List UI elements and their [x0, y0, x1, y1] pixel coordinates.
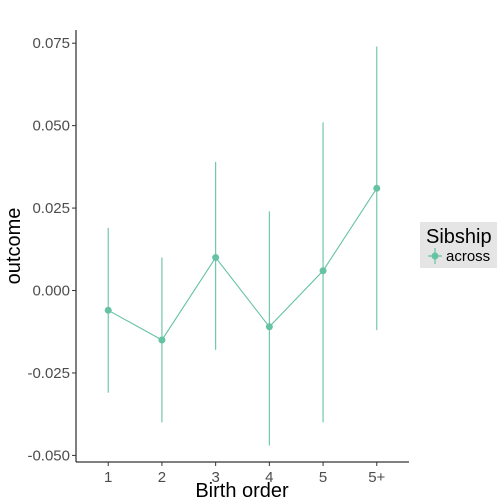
legend-background: [420, 222, 497, 268]
data-point: [265, 323, 273, 331]
x-tick-label: 3: [211, 469, 219, 486]
data-point: [158, 336, 166, 344]
y-tick-label: 0.075: [32, 35, 70, 52]
data-point: [319, 267, 327, 275]
y-tick-label: 0.050: [32, 118, 70, 135]
y-tick-label: -0.025: [27, 365, 70, 382]
x-tick-label: 5: [319, 469, 327, 486]
data-point: [104, 306, 112, 314]
axes: -0.050 -0.025 0.000 0.025 0.050 0.075 1 2 3 4 5 5+: [27, 35, 385, 486]
x-tick-label: 5+: [368, 469, 385, 486]
x-tick-label: 4: [265, 469, 273, 486]
x-tick-label: 1: [104, 469, 112, 486]
y-axis-title: outcome: [3, 208, 25, 285]
y-tick-label: 0.025: [32, 200, 70, 217]
legend-title: Sibship: [426, 226, 492, 248]
data-point: [212, 254, 220, 262]
legend-label-across: across: [446, 248, 490, 265]
x-axis-title: Birth order: [195, 480, 289, 502]
legend-key-point: [431, 252, 439, 260]
y-tick-label: -0.050: [27, 447, 70, 464]
legend: Sibship across: [420, 222, 497, 268]
y-tick-label: 0.000: [32, 283, 70, 300]
data-point: [373, 184, 381, 192]
series-line-across: [107, 187, 378, 341]
plot-area: [104, 46, 381, 446]
x-tick-label: 2: [158, 469, 166, 486]
